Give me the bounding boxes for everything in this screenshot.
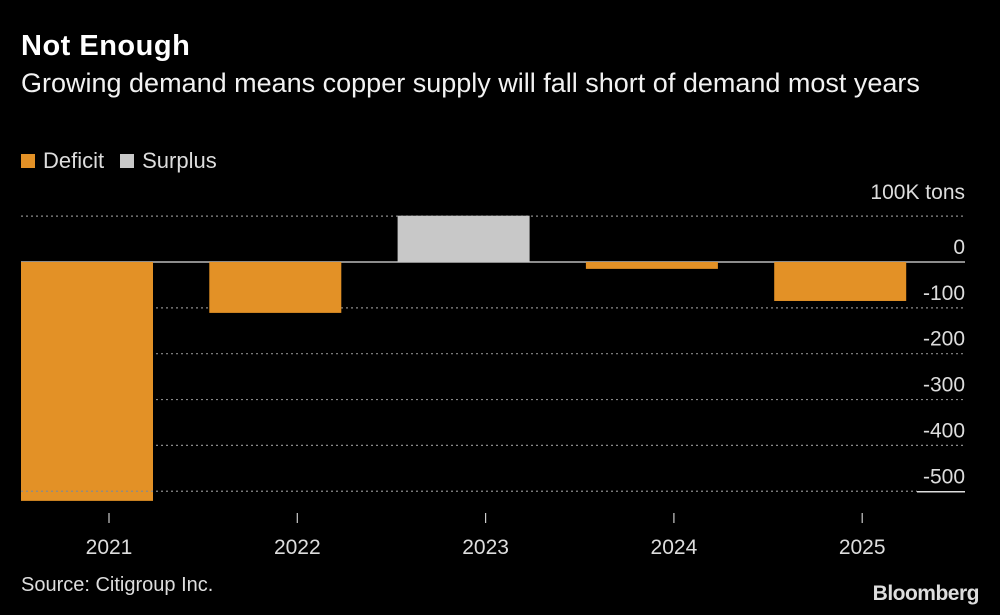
y-tick-label: -200 [923, 328, 965, 351]
y-tick-label: 0 [953, 236, 965, 259]
y-tick-label: -400 [923, 419, 965, 442]
legend-swatch-surplus [120, 154, 135, 168]
y-tick-label: -300 [923, 374, 965, 397]
x-tick-label-2021: 2021 [86, 536, 133, 559]
x-tick-label-2025: 2025 [839, 536, 886, 559]
bar-2022 [209, 262, 342, 313]
legend-item-surplus: Surplus [120, 148, 217, 174]
x-tick-label-2024: 2024 [651, 536, 698, 559]
bar-2024 [585, 262, 718, 269]
y-axis-unit-label: 100K tons [870, 181, 965, 204]
chart-legend: Deficit Surplus [21, 148, 233, 174]
chart-title: Not Enough [21, 30, 191, 62]
bar-2023 [397, 215, 530, 262]
y-tick-label: -500 [923, 465, 965, 488]
bar-2021 [21, 262, 153, 501]
y-tick-label: -100 [923, 282, 965, 305]
legend-swatch-deficit [21, 154, 35, 168]
chart-subtitle: Growing demand means copper supply will … [21, 68, 920, 98]
legend-label-deficit: Deficit [43, 148, 105, 173]
x-tick-label-2023: 2023 [462, 536, 509, 559]
legend-item-deficit: Deficit [21, 148, 104, 174]
legend-label-surplus: Surplus [142, 148, 217, 173]
source-note: Source: Citigroup Inc. [21, 574, 214, 596]
bloomberg-logo: Bloomberg [872, 582, 980, 605]
x-tick-label-2022: 2022 [274, 536, 321, 559]
bar-2025 [774, 262, 907, 301]
